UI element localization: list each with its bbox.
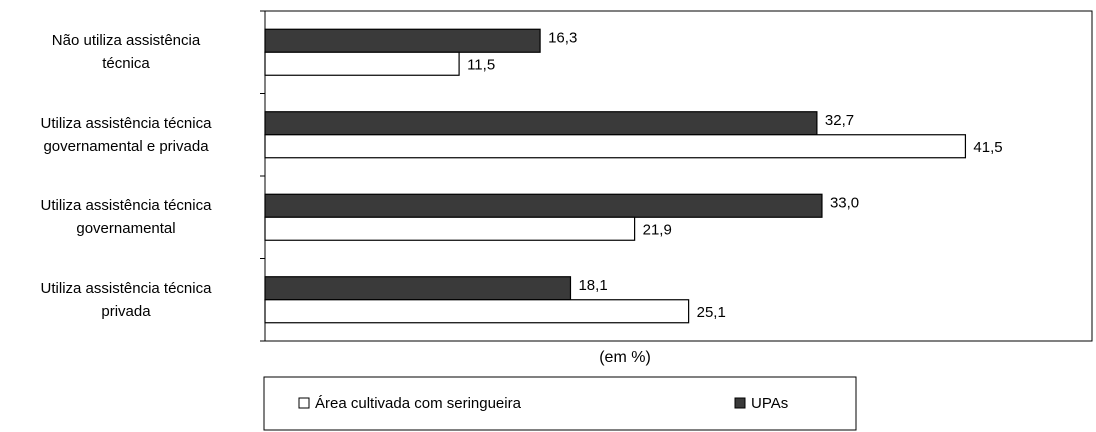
data-label: 41,5 xyxy=(973,139,1002,156)
legend-swatch xyxy=(298,397,310,409)
legend-label: Área cultivada com seringueira xyxy=(315,395,522,412)
bar xyxy=(264,216,636,241)
bar xyxy=(264,28,541,53)
data-label: 18,1 xyxy=(578,277,607,294)
bar xyxy=(264,51,460,76)
bar xyxy=(264,134,967,159)
legend-label: UPAs xyxy=(751,395,788,412)
bar xyxy=(264,276,572,301)
bar xyxy=(264,299,690,324)
data-label: 21,9 xyxy=(643,222,672,239)
y-tick-label: Utiliza assistência técnica privada xyxy=(40,279,212,320)
data-label: 16,3 xyxy=(548,30,577,47)
bar xyxy=(264,111,818,136)
x-axis-label: (em %) xyxy=(599,349,651,366)
y-tick-label: Não utiliza assistência técnica xyxy=(51,32,201,73)
data-label: 11,5 xyxy=(467,57,495,74)
data-label: 25,1 xyxy=(697,304,726,321)
y-tick-label: Utiliza assistência técnica governamenta… xyxy=(40,114,212,155)
legend-swatch xyxy=(734,397,746,409)
data-label: 33,0 xyxy=(830,195,859,212)
y-tick-label: Utiliza assistência técnica governamenta… xyxy=(40,197,212,238)
legend-box xyxy=(263,376,857,431)
data-label: 32,7 xyxy=(825,112,854,129)
bar xyxy=(264,193,823,218)
